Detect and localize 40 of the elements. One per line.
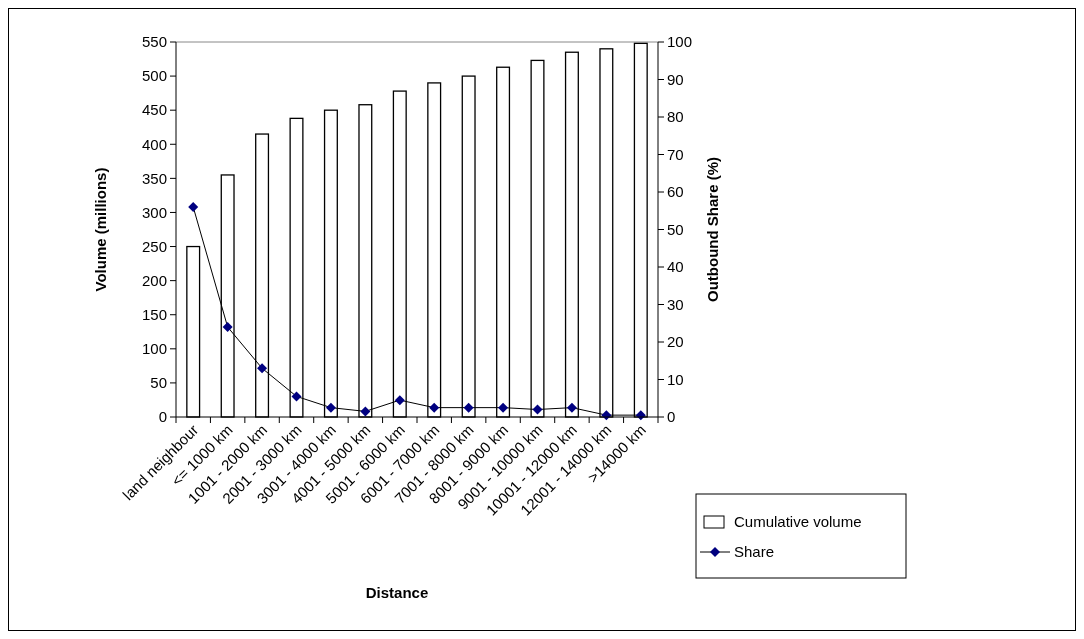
point bbox=[291, 391, 302, 402]
y2-tick-label: 10 bbox=[667, 370, 684, 388]
y-tick-label: 450 bbox=[141, 101, 167, 119]
point bbox=[188, 202, 199, 212]
y2-tick-label: 100 bbox=[667, 33, 693, 51]
y-tick-label: 50 bbox=[150, 374, 167, 392]
point bbox=[429, 402, 440, 413]
y-tick-label: 100 bbox=[141, 340, 167, 358]
point bbox=[222, 322, 233, 332]
point bbox=[566, 402, 577, 413]
y2-tick-label: 80 bbox=[667, 108, 684, 126]
y2-tick-label: 20 bbox=[667, 333, 684, 351]
y2-axis-title: Outbound Share (%) bbox=[704, 157, 721, 302]
y-tick-label: 550 bbox=[141, 33, 167, 51]
point bbox=[532, 404, 543, 415]
y2-tick-label: 0 bbox=[667, 408, 676, 426]
legend-label: Cumulative volume bbox=[734, 513, 862, 531]
y-tick-label: 400 bbox=[141, 135, 167, 153]
legend-label: Share bbox=[734, 543, 775, 561]
y-tick-label: 150 bbox=[141, 305, 167, 323]
y-axis-title: Volume (millions) bbox=[92, 167, 109, 292]
y2-tick-label: 40 bbox=[667, 258, 684, 276]
point bbox=[498, 402, 509, 413]
y-tick-label: 200 bbox=[141, 271, 167, 289]
point bbox=[463, 402, 474, 413]
y-tick-label: 250 bbox=[141, 237, 167, 255]
point bbox=[325, 402, 336, 413]
y2-tick-label: 60 bbox=[667, 183, 684, 201]
y2-tick-label: 50 bbox=[667, 220, 684, 238]
y2-tick-label: 30 bbox=[667, 295, 684, 313]
y2-tick-label: 70 bbox=[667, 145, 684, 163]
y-tick-label: 500 bbox=[141, 67, 167, 85]
point bbox=[394, 395, 405, 406]
point bbox=[257, 363, 268, 374]
point bbox=[360, 406, 371, 417]
y-tick-label: 300 bbox=[141, 203, 167, 221]
y2-tick-label: 90 bbox=[667, 70, 684, 88]
x-axis-title: Distance bbox=[365, 584, 429, 601]
y-tick-label: 350 bbox=[141, 169, 167, 187]
y-tick-label: 0 bbox=[158, 408, 167, 426]
